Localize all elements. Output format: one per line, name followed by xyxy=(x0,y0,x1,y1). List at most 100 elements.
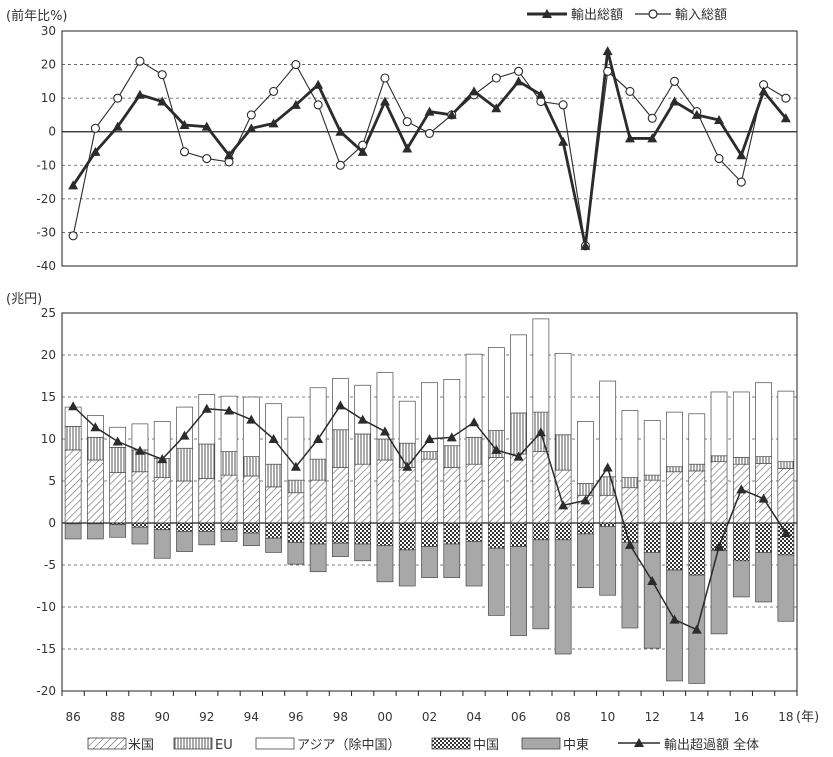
bar-china xyxy=(376,522,394,547)
bar-us xyxy=(287,492,305,524)
bar-middle-east xyxy=(220,529,238,542)
legend-swatch-china xyxy=(431,737,471,750)
import-total-point xyxy=(669,76,680,86)
xtick-label: 18 xyxy=(778,710,793,724)
import-total-point xyxy=(269,86,279,96)
bar-middle-east xyxy=(465,541,483,587)
bar-us xyxy=(643,479,661,524)
xtick-label: 10 xyxy=(600,710,615,724)
bar-asia xyxy=(554,352,572,436)
trade-surplus-point xyxy=(402,461,413,471)
bar-eu xyxy=(777,461,795,469)
bottom-ytick-label: 20 xyxy=(41,348,56,362)
bar-eu xyxy=(332,429,349,468)
bar-china xyxy=(421,522,438,547)
bar-china xyxy=(465,522,483,542)
xtick-label: 96 xyxy=(288,710,303,724)
trade-surplus-point xyxy=(379,426,390,436)
bar-us xyxy=(64,449,82,524)
trade-surplus-point xyxy=(357,414,368,424)
bottom-ytick-label: 10 xyxy=(41,432,56,446)
bar-us xyxy=(309,479,327,524)
export-total-point xyxy=(246,123,257,133)
xtick-label: 98 xyxy=(333,710,348,724)
bar-china xyxy=(755,522,772,553)
bar-middle-east xyxy=(732,560,750,598)
import-total-point xyxy=(424,128,435,138)
bar-middle-east xyxy=(532,539,550,630)
bar-asia xyxy=(599,380,617,478)
bar-asia xyxy=(220,395,238,452)
trade-surplus-point xyxy=(491,444,502,454)
bar-eu xyxy=(710,455,728,463)
trade-surplus-point xyxy=(780,528,791,538)
bar-china xyxy=(688,522,706,576)
bar-china xyxy=(198,522,216,532)
trade-surplus-point xyxy=(224,405,235,415)
top-ytick-label: -10 xyxy=(36,158,56,172)
trade-surplus-point xyxy=(469,417,480,427)
export-total-point xyxy=(112,121,123,131)
import-total-point xyxy=(179,147,190,157)
bar-china xyxy=(176,522,193,532)
bar-eu xyxy=(688,463,706,472)
bar-us xyxy=(332,467,349,524)
bar-china xyxy=(131,522,149,528)
xtick-label: 04 xyxy=(466,710,481,724)
export-total-point xyxy=(602,46,613,56)
bar-eu xyxy=(64,426,82,451)
bar-eu xyxy=(421,451,438,460)
legend-china: 中国 xyxy=(473,738,499,753)
bar-asia xyxy=(265,403,282,465)
bar-us xyxy=(265,486,282,524)
export-total-point xyxy=(491,103,502,113)
import-total-point xyxy=(202,154,212,164)
trade-surplus-point xyxy=(134,445,145,455)
bar-middle-east xyxy=(198,531,216,546)
bar-us xyxy=(131,471,149,524)
xtick-label: 16 xyxy=(734,710,749,724)
import-total-point xyxy=(335,160,345,170)
import-total-point xyxy=(135,56,145,66)
export-total-point xyxy=(379,96,390,106)
bottom-ytick-label: -5 xyxy=(44,558,56,572)
bar-china xyxy=(354,522,372,545)
top-ytick-label: 10 xyxy=(41,91,56,105)
trade-surplus-point xyxy=(624,539,635,549)
trade-surplus-legend-marker xyxy=(634,738,644,747)
bar-us xyxy=(220,474,238,524)
bar-us xyxy=(376,459,394,524)
xtick-label: 08 xyxy=(555,710,570,724)
bar-eu xyxy=(666,466,683,473)
trade-surplus-point xyxy=(736,484,747,494)
top-ylabel: (前年比%) xyxy=(6,8,68,24)
bottom-plot-frame xyxy=(61,312,798,692)
bar-middle-east xyxy=(666,569,683,682)
bottom-legend: 米国 EU アジア（除中国） 中国 中東 輸出超過額 全体 xyxy=(87,737,759,753)
bar-us xyxy=(465,463,483,524)
bar-us xyxy=(777,468,795,524)
bar-eu xyxy=(242,456,260,477)
bar-middle-east xyxy=(510,546,527,636)
bar-china xyxy=(510,522,527,547)
bar-middle-east xyxy=(554,539,572,655)
bar-china xyxy=(265,522,282,539)
bar-china xyxy=(666,522,683,571)
import-total-point xyxy=(68,231,78,241)
import-total-point xyxy=(736,177,746,187)
bar-us xyxy=(710,461,728,524)
bar-asia xyxy=(643,420,661,476)
bar-asia xyxy=(242,396,260,457)
bar-middle-east xyxy=(421,546,438,578)
bar-us xyxy=(755,463,772,524)
bottom-ytick-label: -20 xyxy=(36,684,56,698)
bar-us xyxy=(688,470,706,524)
legend-swatch-middle-east xyxy=(521,737,561,750)
top-ytick-label: -40 xyxy=(36,259,56,273)
export-total-point xyxy=(758,86,769,96)
xtick-label: 00 xyxy=(377,710,392,724)
export-total-point xyxy=(224,150,235,160)
trade-surplus-point xyxy=(90,422,101,432)
export-total-point xyxy=(446,109,457,119)
bar-eu xyxy=(220,451,238,476)
